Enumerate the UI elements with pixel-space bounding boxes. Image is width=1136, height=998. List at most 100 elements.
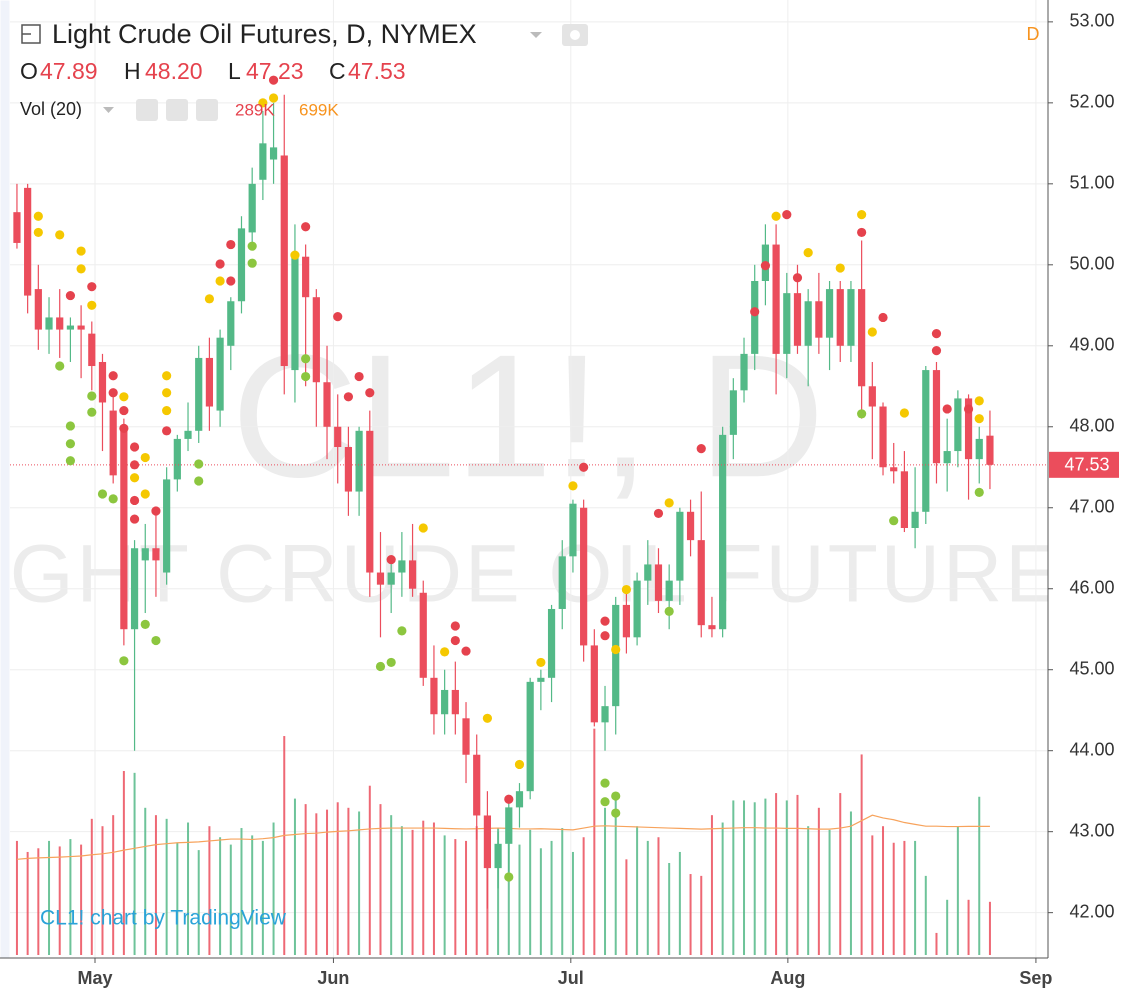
indicator-dot bbox=[119, 405, 129, 416]
volume-bar bbox=[176, 842, 179, 955]
indicator-dot bbox=[65, 439, 76, 449]
left-edge bbox=[0, 0, 10, 958]
ohlc-value: 47.23 bbox=[246, 58, 304, 84]
indicator-dot bbox=[664, 606, 674, 617]
volume-bar bbox=[165, 818, 168, 955]
indicator-dot bbox=[87, 391, 97, 401]
volume-ma-value: 699K bbox=[299, 100, 339, 119]
volume-bar bbox=[465, 840, 468, 955]
indicator-dot bbox=[611, 791, 621, 801]
title-dropdown[interactable] bbox=[530, 32, 542, 38]
candle-body bbox=[515, 791, 524, 808]
ohlc-value: 48.20 bbox=[145, 58, 203, 84]
volume-bar bbox=[561, 828, 564, 955]
volume-bar bbox=[775, 793, 778, 955]
candle-body bbox=[430, 677, 438, 715]
volume-bar bbox=[90, 818, 93, 955]
y-tick-label: 47.00 bbox=[1069, 496, 1114, 516]
volume-bar bbox=[828, 829, 831, 955]
candle-body bbox=[708, 625, 716, 630]
indicator-dot bbox=[611, 644, 621, 655]
candle-body bbox=[312, 297, 320, 383]
volume-bar bbox=[967, 899, 970, 955]
volume-bar bbox=[721, 822, 724, 955]
candle-body bbox=[580, 507, 588, 646]
volume-bar bbox=[646, 840, 649, 955]
candle-body bbox=[205, 357, 214, 407]
indicator-dot bbox=[963, 404, 974, 414]
volume-visibility-icon[interactable] bbox=[136, 99, 158, 121]
volume-bar bbox=[882, 826, 885, 955]
volume-bar bbox=[625, 859, 628, 955]
y-tick-label: 48.00 bbox=[1069, 416, 1114, 436]
indicator-dot bbox=[450, 621, 460, 631]
candle-body bbox=[569, 503, 577, 557]
candle-body bbox=[590, 645, 598, 723]
candle-body bbox=[366, 430, 374, 573]
candle-body bbox=[120, 430, 128, 630]
volume-bar bbox=[668, 863, 671, 955]
candle-body bbox=[483, 815, 492, 869]
indicator-dot bbox=[162, 388, 172, 398]
indicator-dot bbox=[33, 211, 43, 221]
y-tick-label: 43.00 bbox=[1069, 820, 1114, 840]
indicator-dot bbox=[621, 584, 632, 595]
indicator-dot bbox=[611, 808, 621, 818]
volume-bar bbox=[326, 809, 329, 955]
indicator-dot bbox=[151, 506, 161, 516]
indicator-dot bbox=[87, 282, 97, 292]
indicator-dot bbox=[226, 239, 236, 250]
volume-bar bbox=[58, 846, 61, 955]
candle-body bbox=[462, 718, 470, 755]
candle-body bbox=[911, 511, 919, 528]
indicator-dot bbox=[482, 713, 493, 723]
indicator-dot bbox=[301, 222, 311, 232]
indicator-dot bbox=[536, 657, 546, 668]
candle-body bbox=[954, 398, 962, 452]
indicator-dot bbox=[835, 263, 845, 273]
volume-bar bbox=[636, 826, 639, 955]
candle-body bbox=[334, 426, 342, 448]
indicator-dot bbox=[974, 414, 984, 424]
volume-bar bbox=[187, 822, 190, 955]
candle-body bbox=[804, 301, 812, 346]
volume-dropdown[interactable] bbox=[103, 107, 114, 113]
candle-body bbox=[195, 357, 203, 431]
candle-body bbox=[986, 435, 994, 465]
indicator-dot bbox=[440, 647, 450, 657]
volume-bar bbox=[924, 875, 927, 955]
volume-bar bbox=[507, 840, 510, 955]
volume-settings-icon[interactable] bbox=[166, 99, 188, 121]
volume-bar bbox=[283, 736, 286, 955]
volume-remove-icon[interactable] bbox=[196, 99, 218, 121]
candle-body bbox=[751, 281, 759, 354]
indicator-dot bbox=[792, 273, 803, 283]
indicator-dot bbox=[108, 371, 118, 381]
indicator-dot bbox=[600, 797, 610, 807]
credit-link[interactable]: CL1! chart by TradingView bbox=[40, 907, 287, 930]
indicator-dot bbox=[97, 489, 108, 499]
candle-body bbox=[697, 540, 705, 626]
candle-body bbox=[323, 382, 331, 427]
candle-body bbox=[291, 256, 299, 371]
candle-body bbox=[398, 560, 406, 573]
candle-body bbox=[56, 317, 64, 330]
candle-body bbox=[868, 386, 876, 407]
candle-body bbox=[943, 451, 951, 464]
volume-bar bbox=[657, 837, 660, 955]
volume-bar bbox=[432, 822, 435, 955]
indicator-dot bbox=[65, 456, 76, 466]
candle-body bbox=[815, 301, 823, 338]
y-tick-label: 46.00 bbox=[1069, 577, 1114, 597]
candle-body bbox=[269, 147, 278, 160]
volume-bar bbox=[48, 840, 51, 955]
x-tick-label: Jun bbox=[317, 968, 349, 988]
indicator-dot bbox=[215, 276, 225, 286]
volume-bar bbox=[379, 804, 382, 955]
ohlc-label: H bbox=[124, 58, 141, 84]
candle-body bbox=[686, 511, 695, 541]
indicator-dot bbox=[194, 459, 204, 469]
volume-bar bbox=[122, 771, 125, 955]
